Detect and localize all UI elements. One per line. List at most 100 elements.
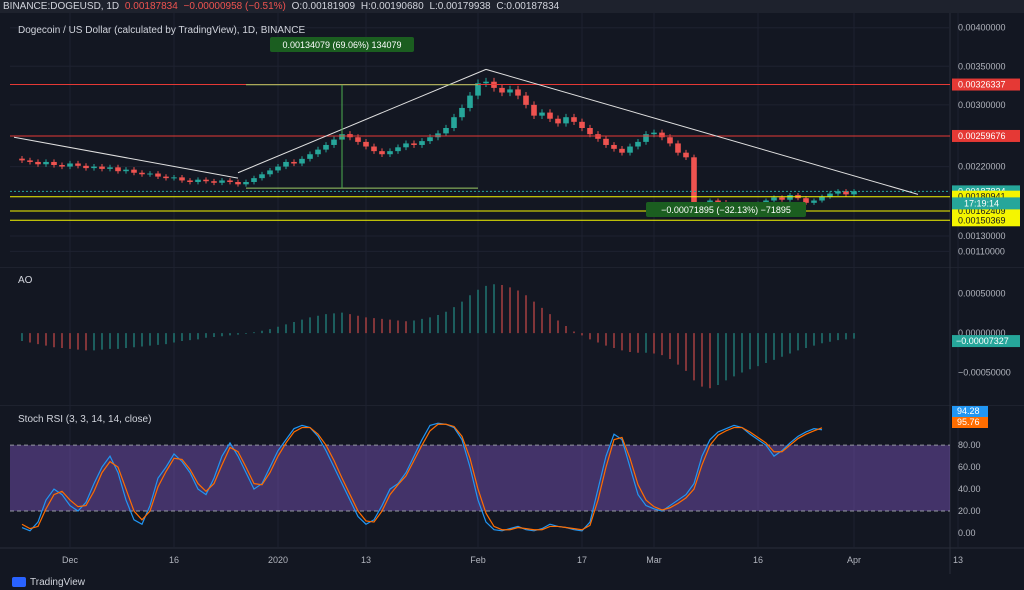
price-level-label: 0.00162409: [958, 206, 1006, 216]
x-tick-label: 17: [577, 555, 587, 565]
candle-body: [635, 141, 641, 147]
candle-body: [155, 173, 161, 177]
x-tick-label: Mar: [646, 555, 662, 565]
candle-body: [187, 180, 193, 182]
candle-body: [219, 180, 225, 183]
candle-body: [27, 160, 33, 162]
ao-value-label: −0.00007327: [956, 336, 1009, 346]
candle-body: [675, 143, 681, 153]
candle-body: [779, 197, 785, 200]
candle-body: [627, 146, 633, 153]
candle-body: [587, 128, 593, 135]
stoch-title: Stoch RSI (3, 3, 14, 14, close): [18, 414, 151, 425]
last-price: 0.00187834: [124, 1, 178, 12]
candle-body: [179, 177, 185, 181]
stoch-line-d: [21, 423, 823, 531]
candle-body: [91, 166, 97, 169]
candle-body: [251, 178, 257, 182]
candle-body: [507, 89, 513, 93]
candle-body: [531, 104, 537, 116]
stoch-tick-label: 60.00: [958, 462, 981, 472]
candle-body: [555, 118, 561, 124]
candle-body: [387, 151, 393, 155]
symbol-label[interactable]: BINANCE:DOGEUSD, 1D: [3, 1, 120, 12]
candle-body: [403, 143, 409, 148]
candle-body: [315, 149, 321, 155]
candle-body: [43, 161, 49, 165]
stoch-band: [10, 445, 950, 512]
candle-body: [595, 134, 601, 139]
close-value: C:0.00187834: [496, 1, 560, 12]
ao-value-badge: [952, 335, 1020, 348]
candle-body: [619, 148, 625, 153]
candle-body: [331, 139, 337, 145]
candle-body: [195, 179, 201, 182]
candle-body: [243, 182, 249, 185]
candle-body: [771, 197, 777, 201]
brand-label: TradingView: [30, 577, 86, 588]
candle-body: [451, 117, 457, 128]
stoch-tick-label: 40.00: [958, 484, 981, 494]
candle-body: [395, 147, 401, 152]
x-tick-label: Apr: [847, 555, 861, 565]
stoch-value-badge: [952, 406, 988, 417]
trendline: [237, 68, 487, 174]
candle-body: [131, 169, 137, 173]
price-tick-label: 0.00350000: [958, 61, 1006, 71]
ao-tick-label: −0.00050000: [958, 367, 1011, 377]
tradingview-logo[interactable]: TradingView: [12, 577, 85, 588]
x-tick-label: 16: [753, 555, 763, 565]
candle-body: [323, 144, 329, 150]
candle-body: [819, 196, 825, 201]
stoch-tick-label: 20.00: [958, 506, 981, 516]
price-change: −0.00000958 (−0.51%): [183, 1, 286, 12]
candle-body: [355, 137, 361, 142]
stoch-line-k: [21, 422, 823, 532]
candle-body: [275, 166, 281, 171]
candle-body: [803, 198, 809, 203]
x-tick-label: 2020: [268, 555, 288, 565]
measure-up-box: [270, 37, 414, 52]
price-level-label: 0.00259676: [958, 131, 1006, 141]
open-value: O:0.00181909: [291, 1, 356, 12]
candle-body: [523, 95, 529, 105]
candle-body: [299, 158, 305, 164]
candle-body: [651, 132, 657, 135]
price-level-label: 0.00326337: [958, 80, 1006, 90]
candle-body: [787, 195, 793, 200]
candle-body: [547, 112, 553, 119]
candle-body: [427, 137, 433, 142]
price-level-badge: [952, 129, 1020, 142]
candle-body: [443, 128, 449, 134]
x-tick-label: Feb: [470, 555, 486, 565]
measure-up-label: 0.00134079 (69.06%) 134079: [282, 40, 401, 50]
trendline: [13, 136, 239, 179]
candle-body: [363, 141, 369, 147]
countdown-label: 17:19:14: [964, 198, 999, 208]
price-tick-label: 0.00110000: [958, 246, 1005, 256]
candle-body: [99, 166, 105, 169]
candle-body: [171, 177, 177, 179]
stoch-value-badge: [952, 417, 988, 428]
chart-title: Dogecoin / US Dollar (calculated by Trad…: [18, 25, 305, 36]
trendline: [485, 68, 919, 195]
candle-body: [611, 144, 617, 149]
candle-body: [283, 161, 289, 167]
price-level-badge: [952, 78, 1020, 91]
x-tick-label: 13: [953, 555, 963, 565]
candle-body: [107, 167, 113, 169]
candle-body: [539, 112, 545, 116]
candle-body: [19, 158, 25, 161]
stoch-tick-label: 0.00: [958, 528, 976, 538]
candle-body: [139, 172, 145, 175]
candle-body: [515, 89, 521, 96]
candle-body: [67, 163, 73, 167]
candle-body: [459, 107, 465, 118]
candle-body: [571, 117, 577, 122]
price-tick-label: 0.00130000: [958, 231, 1006, 241]
candle-body: [235, 182, 241, 185]
candle-body: [483, 81, 489, 84]
candle-body: [435, 133, 441, 138]
candle-body: [59, 165, 65, 167]
